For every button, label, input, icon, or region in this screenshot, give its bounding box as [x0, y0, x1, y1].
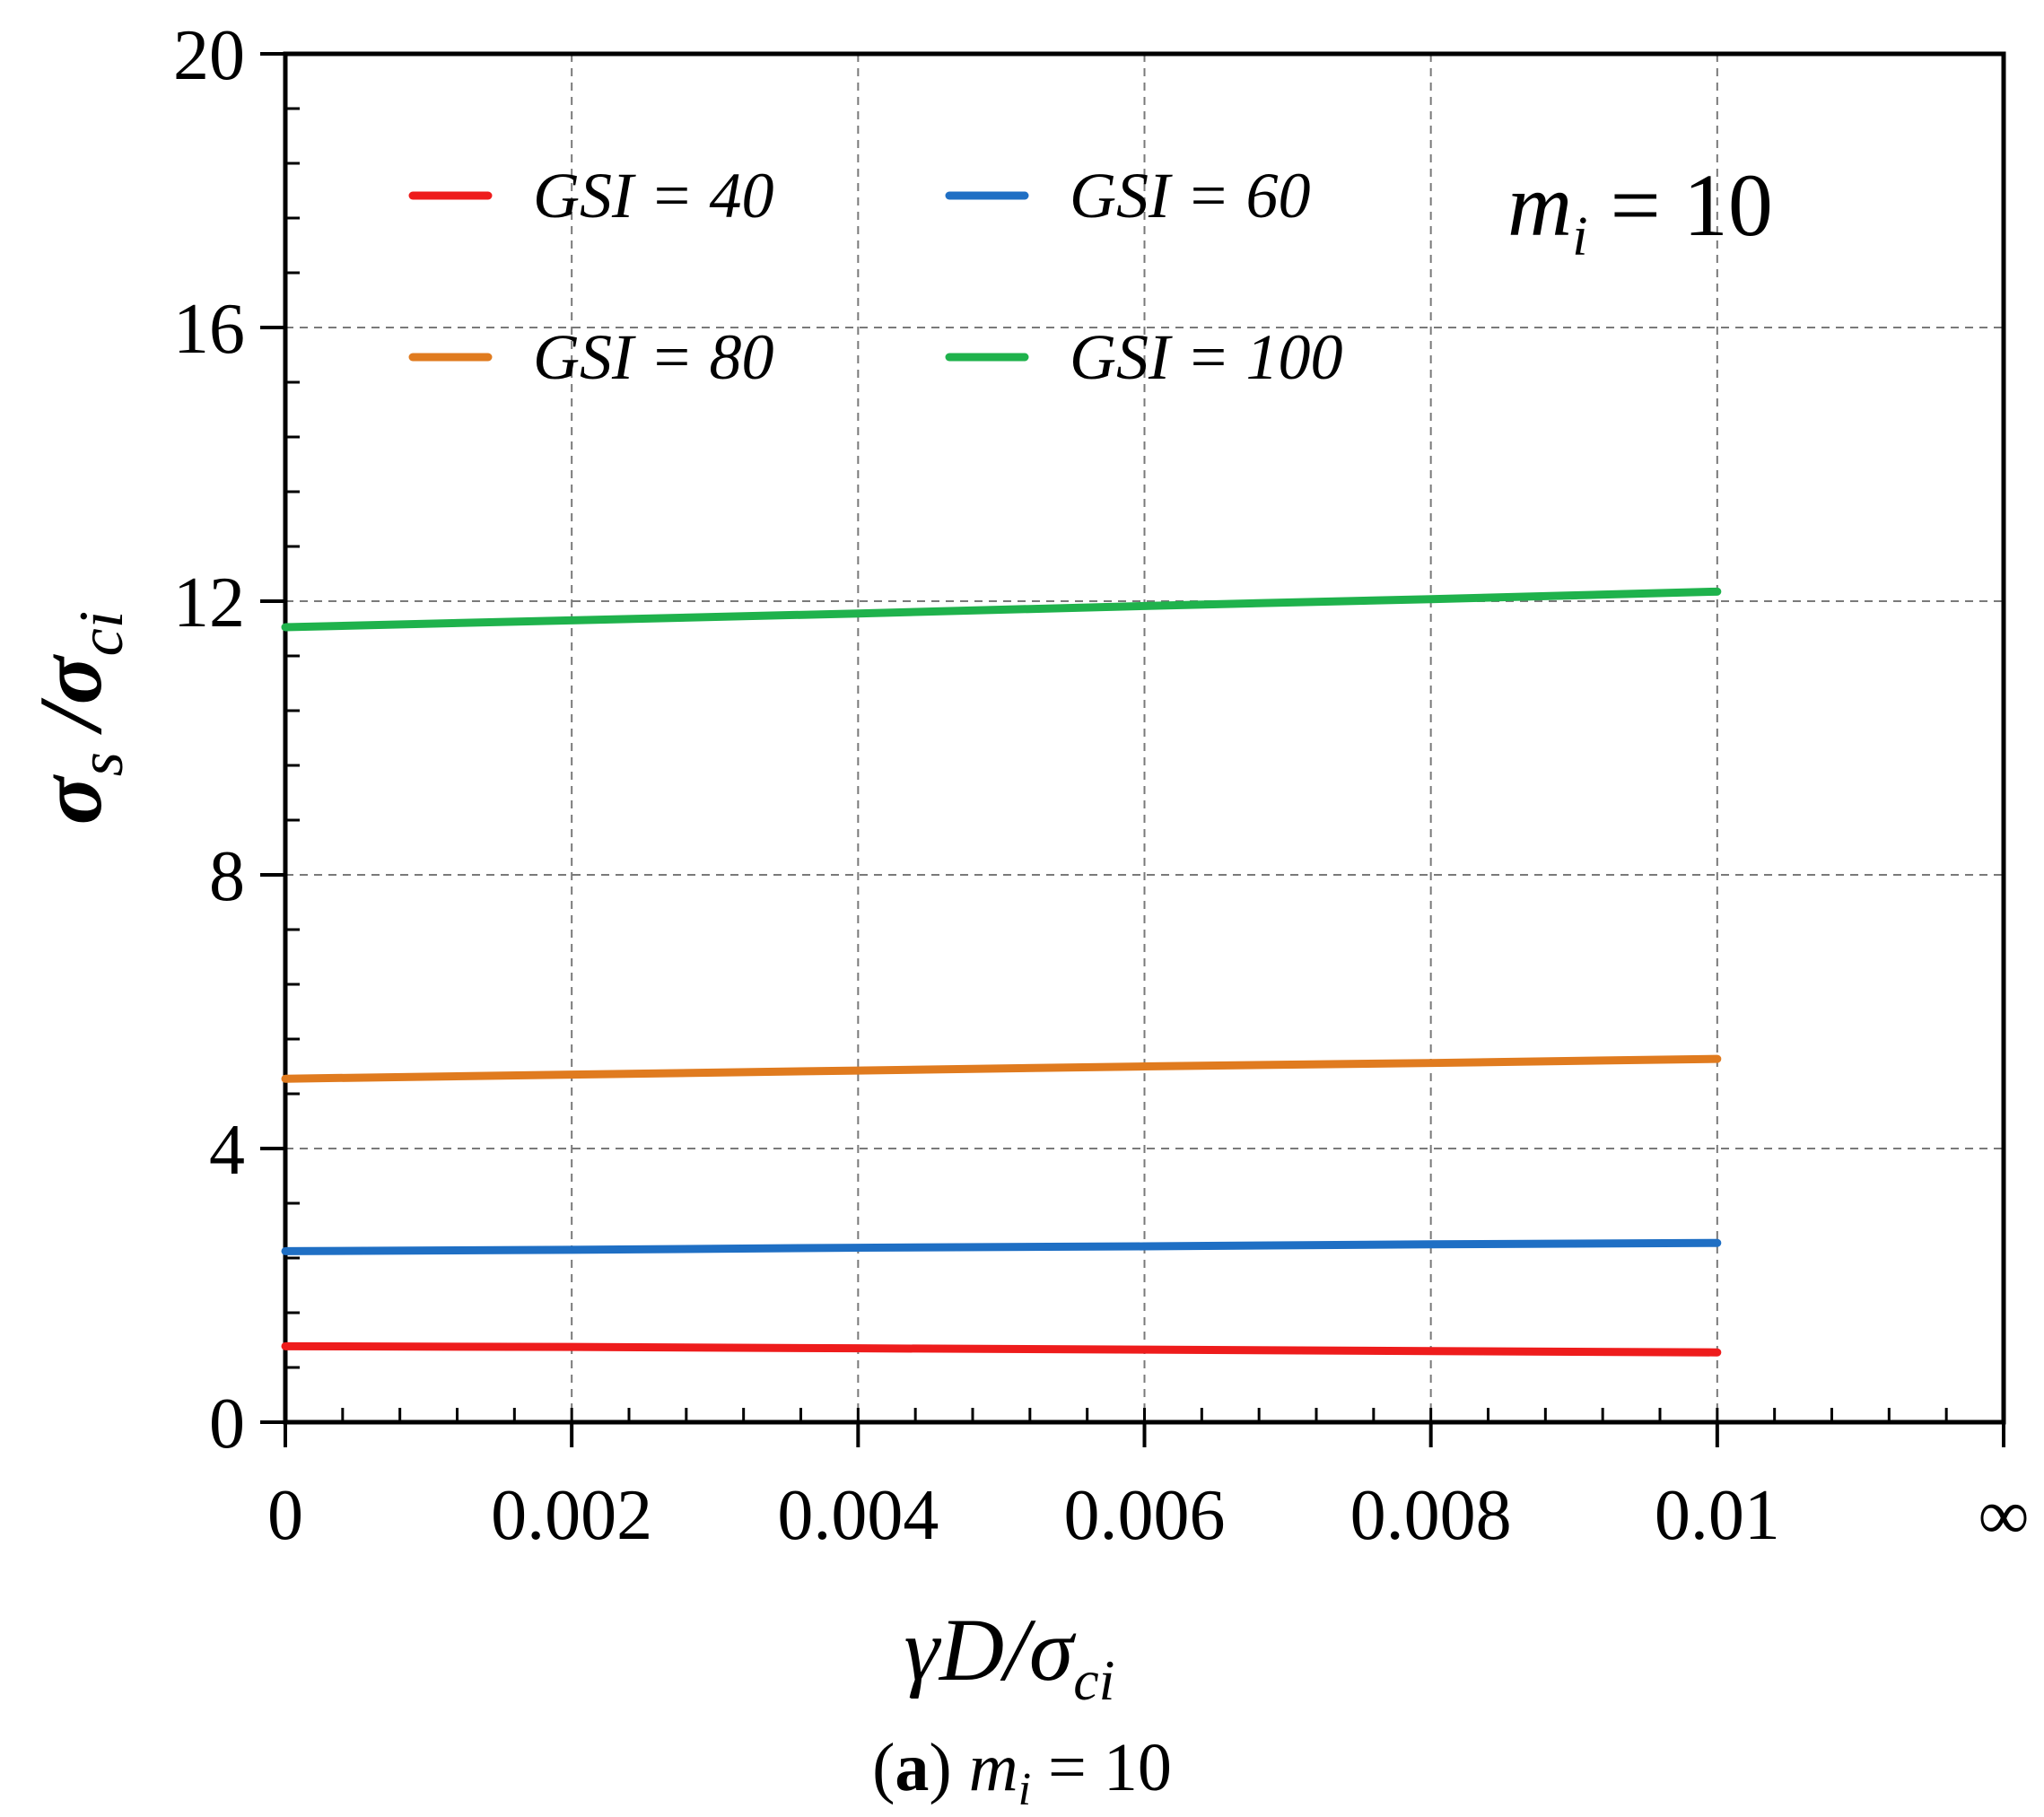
y-tick-label: 8	[209, 837, 245, 916]
x-tick-label: ∞	[1978, 1476, 2029, 1555]
x-tick-labels: 0 0.002 0.004 0.006 0.008 0.01 ∞	[267, 1476, 2030, 1555]
legend-label: GSI = 100	[1070, 321, 1343, 393]
series-lines	[281, 587, 1722, 1357]
y-axis-title: σs /σci	[21, 611, 136, 825]
y-tick-label: 0	[209, 1385, 245, 1463]
x-tick-label: 0.01	[1655, 1476, 1780, 1555]
legend-label: GSI = 80	[533, 321, 774, 393]
y-tick-label: 20	[173, 16, 245, 95]
x-tick-label: 0	[267, 1476, 303, 1555]
x-tick-label: 0.006	[1064, 1476, 1226, 1555]
y-tick-label: 12	[173, 563, 245, 642]
series-line-gsi-100	[281, 587, 1722, 632]
x-tick-label: 0.002	[491, 1476, 652, 1555]
legend-label: GSI = 40	[533, 160, 774, 231]
legend-label: GSI = 60	[1070, 160, 1311, 231]
y-tick-labels: 0 4 8 12 16 20	[173, 16, 245, 1463]
x-tick-label: 0.008	[1350, 1476, 1512, 1555]
series-line-gsi-40	[281, 1341, 1722, 1357]
x-axis-title: γD/σci	[904, 1600, 1115, 1712]
series-line-gsi-80	[281, 1054, 1722, 1083]
axis-ticks	[260, 52, 2005, 1447]
series-line-gsi-60	[281, 1238, 1722, 1255]
y-tick-label: 16	[173, 290, 245, 369]
x-tick-label: 0.004	[777, 1476, 939, 1555]
y-tick-label: 4	[209, 1111, 245, 1190]
figure-caption: (a) mi = 10	[872, 1730, 1172, 1815]
mi-annotation: mi = 10	[1507, 155, 1773, 267]
legend: GSI = 40 GSI = 60 GSI = 80 GSI = 100	[408, 160, 1343, 393]
grid	[285, 54, 2004, 1422]
plot-frame	[283, 51, 2006, 1425]
